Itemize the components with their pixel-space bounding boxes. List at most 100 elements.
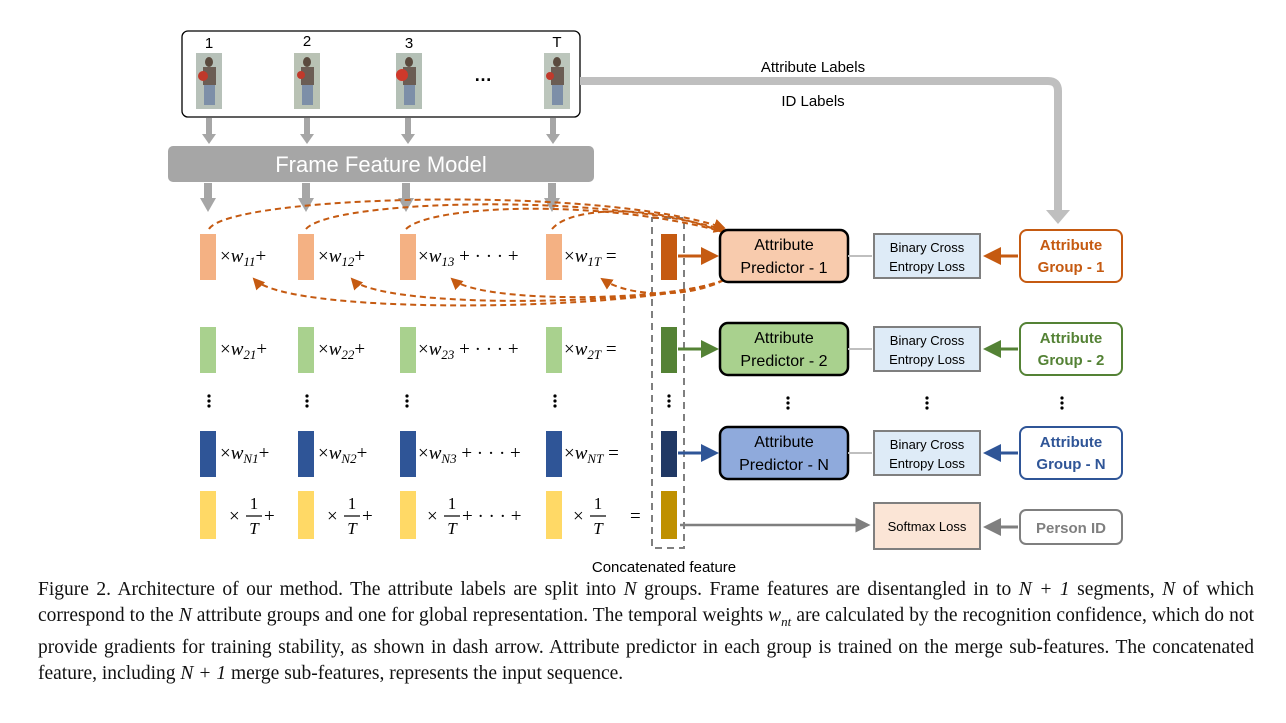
weight-term-2-4: ×w2T = xyxy=(564,339,617,362)
weight-term-2-2: ×w22+ xyxy=(318,339,365,362)
architecture-diagram: 1 2 3 T … Attribute Labels ID Labels xyxy=(168,30,1123,576)
concatenated-feature-label: Concatenated feature xyxy=(592,559,736,576)
frames-to-model-arrows xyxy=(202,118,560,144)
attribute-group-label-line2-N: Group - N xyxy=(1036,456,1105,473)
softmax-loss-box xyxy=(873,502,981,550)
global-weight-den-2: T xyxy=(347,519,358,538)
sub-feature-N-4 xyxy=(546,431,562,477)
global-times-1: × xyxy=(229,506,240,527)
global-weight-num-4: 1 xyxy=(594,494,603,513)
attribute-group-label-2: Attribute xyxy=(1040,330,1103,347)
global-weight-num-1: 1 xyxy=(250,494,259,513)
labels-arrow xyxy=(580,77,1062,212)
sub-feature-N-3 xyxy=(400,431,416,477)
weight-term-2-3: ×w23 + · · · + xyxy=(418,339,519,362)
attribute-group-label-1: Attribute xyxy=(1040,237,1103,254)
bce-loss-label-line2-2: Entropy Loss xyxy=(889,352,965,367)
global-weight-den-4: T xyxy=(593,519,604,538)
frame-feature-model xyxy=(168,146,594,182)
predictor-label-line2-1: Predictor - 1 xyxy=(740,260,827,277)
concatenated-feature-box xyxy=(651,217,685,549)
person-id-label: Person ID xyxy=(1036,520,1106,537)
sub-feature-2-1 xyxy=(200,327,216,373)
global-operator-2: + xyxy=(362,506,373,527)
frame-feature-model-label: Frame Feature Model xyxy=(275,152,487,177)
frame-number-1: 1 xyxy=(205,35,213,52)
global-weight-num-3: 1 xyxy=(448,494,457,513)
sub-feature-1-1 xyxy=(200,234,216,280)
concat-segment-2 xyxy=(661,327,677,373)
attribute-group-1 xyxy=(1019,229,1123,283)
frame-number-3: 3 xyxy=(405,35,413,52)
weight-term-N-3: ×wN3 + · · · + xyxy=(418,443,521,466)
attribute-row-N: ×wN1+ ×wN2+ ×wN3 + · · · + ×wNT = Attribute P… xyxy=(200,425,1123,481)
attribute-group-label-N: Attribute xyxy=(1040,434,1103,451)
weight-term-N-4: ×wNT = xyxy=(564,443,619,466)
sub-feature-1-2 xyxy=(298,234,314,280)
weight-term-1-3: ×w13 + · · · + xyxy=(418,246,519,269)
global-times-4: × xyxy=(573,506,584,527)
pedestrian-frame-T xyxy=(544,53,570,109)
global-weight-den-1: T xyxy=(249,519,260,538)
pedestrian-frame-2 xyxy=(294,53,320,109)
global-sub-feature-3 xyxy=(400,491,416,539)
global-weight-den-3: T xyxy=(447,519,458,538)
global-equals: = xyxy=(630,506,641,527)
bce-loss-box-N xyxy=(873,430,981,476)
id-labels-text: ID Labels xyxy=(781,93,844,110)
pedestrian-frame-3 xyxy=(396,53,422,109)
global-sub-feature-2 xyxy=(298,491,314,539)
predictor-label-2: Attribute xyxy=(754,330,814,347)
sub-feature-N-1 xyxy=(200,431,216,477)
attribute-labels-text: Attribute Labels xyxy=(761,59,865,76)
bce-loss-label-line2-N: Entropy Loss xyxy=(889,456,965,471)
attribute-group-2 xyxy=(1019,322,1123,376)
bce-loss-box-2 xyxy=(873,326,981,372)
input-frames-box xyxy=(181,30,581,118)
weight-term-1-1: ×w11+ xyxy=(220,246,266,269)
attribute-row-1: ×w11+ ×w12+ ×w13 + · · · + ×w1T = Attribute P… xyxy=(200,228,1123,284)
sub-feature-1-4 xyxy=(546,234,562,280)
vertical-ellipsis-row xyxy=(207,394,1064,410)
concat-segment-N xyxy=(661,431,677,477)
weight-term-N-2: ×wN2+ xyxy=(318,443,367,466)
confidence-dash-arrows xyxy=(208,198,726,307)
global-operator-1: + xyxy=(264,506,275,527)
predictor-label-1: Attribute xyxy=(754,237,814,254)
labels-arrowhead xyxy=(1046,210,1070,224)
attribute-group-N xyxy=(1019,426,1123,480)
global-weight-num-2: 1 xyxy=(348,494,357,513)
bce-loss-label-1: Binary Cross xyxy=(890,240,965,255)
frames-ellipsis: … xyxy=(474,65,492,85)
sub-feature-2-3 xyxy=(400,327,416,373)
predictor-label-line2-2: Predictor - 2 xyxy=(740,353,827,370)
frame-number-T: T xyxy=(552,34,561,51)
predictor-label-N: Attribute xyxy=(754,434,814,451)
model-to-features-arrows xyxy=(200,183,560,212)
bce-loss-label-N: Binary Cross xyxy=(890,437,965,452)
predictor-label-line2-N: Predictor - N xyxy=(739,457,829,474)
frame-number-2: 2 xyxy=(303,33,311,50)
bce-loss-label-line2-1: Entropy Loss xyxy=(889,259,965,274)
weight-term-1-4: ×w1T = xyxy=(564,246,617,269)
concat-segment-global xyxy=(661,491,677,539)
bce-loss-box-1 xyxy=(873,233,981,279)
sub-feature-1-3 xyxy=(400,234,416,280)
sub-feature-N-2 xyxy=(298,431,314,477)
bce-loss-label-2: Binary Cross xyxy=(890,333,965,348)
pedestrian-frame-1 xyxy=(196,53,222,109)
figure-caption: Figure 2. Architecture of our method. Th… xyxy=(38,579,1254,684)
weight-term-N-1: ×wN1+ xyxy=(220,443,269,466)
global-times-3: × xyxy=(427,506,438,527)
attribute-group-label-line2-2: Group - 2 xyxy=(1038,352,1105,369)
sub-feature-2-4 xyxy=(546,327,562,373)
global-operator-3: + · · · + xyxy=(462,506,521,527)
weight-term-1-2: ×w12+ xyxy=(318,246,365,269)
attribute-group-label-line2-1: Group - 1 xyxy=(1038,259,1105,276)
person-id-box xyxy=(1019,509,1123,545)
global-row: ×1T+ ×1T+ ×1T+ · · · + ×1T= Softmax Loss Pers… xyxy=(200,491,1123,550)
concat-segment-1 xyxy=(661,234,677,280)
softmax-loss-label: Softmax Loss xyxy=(888,519,967,534)
global-sub-feature-1 xyxy=(200,491,216,539)
weight-term-2-1: ×w21+ xyxy=(220,339,267,362)
